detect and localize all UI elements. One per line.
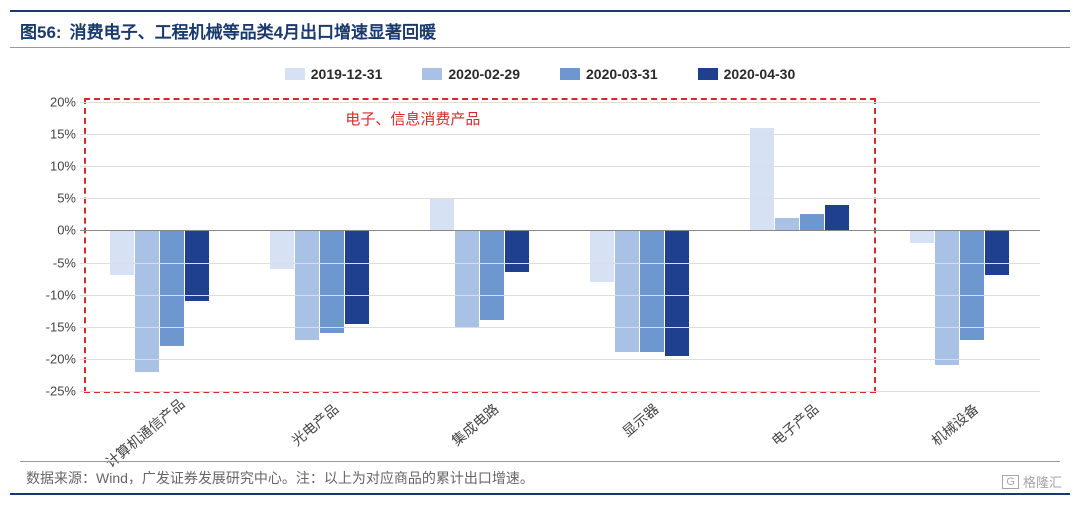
bar [295,230,319,339]
legend-item: 2020-02-29 [422,66,520,82]
bar [590,230,614,281]
legend-label: 2019-12-31 [311,66,383,82]
gridline [80,391,1040,392]
title-row: 图56: 消费电子、工程机械等品类4月出口增速显著回暖 [10,12,1070,48]
bar [800,214,824,230]
gridline [80,166,1040,167]
bar [430,198,454,230]
y-tick-label: -20% [32,351,76,366]
y-tick-label: 20% [32,95,76,110]
bar [505,230,529,272]
gridline [80,295,1040,296]
legend-swatch [285,68,305,80]
legend-label: 2020-02-29 [448,66,520,82]
bar [935,230,959,365]
legend-item: 2020-04-30 [698,66,796,82]
y-tick-label: -15% [32,319,76,334]
watermark: G 格隆汇 [1002,472,1062,491]
y-tick-label: -10% [32,287,76,302]
bar [640,230,664,352]
legend-item: 2020-03-31 [560,66,658,82]
chart-area: 2019-12-31 2020-02-29 2020-03-31 2020-04-30… [20,54,1060,453]
legend-item: 2019-12-31 [285,66,383,82]
bar [910,230,934,243]
figure-number: 图56: [20,18,62,43]
y-tick-label: -25% [32,384,76,399]
legend-label: 2020-03-31 [586,66,658,82]
legend-swatch [698,68,718,80]
watermark-icon: G [1002,475,1019,489]
bar [160,230,184,346]
source-footer: 数据来源：Wind，广发证券发展研究中心。注：以上为对应商品的累计出口增速。 [20,461,1060,488]
bars-layer [80,102,1040,391]
bar [665,230,689,355]
bar [320,230,344,333]
gridline [80,198,1040,199]
bar [455,230,479,326]
y-tick-label: 15% [32,127,76,142]
legend: 2019-12-31 2020-02-29 2020-03-31 2020-04-30 [20,66,1060,82]
legend-swatch [560,68,580,80]
gridline [80,327,1040,328]
bar [775,218,799,231]
bar [110,230,134,275]
source-text: 数据来源：Wind，广发证券发展研究中心。注：以上为对应商品的累计出口增速。 [26,470,534,486]
gridline [80,134,1040,135]
bar [825,205,849,231]
bar [480,230,504,320]
y-tick-label: 10% [32,159,76,174]
bar [615,230,639,352]
bar [135,230,159,371]
bar [345,230,369,323]
watermark-text: 格隆汇 [1023,472,1062,491]
gridline [80,230,1040,231]
legend-label: 2020-04-30 [724,66,796,82]
annotation-text: 电子、信息消费产品 [345,108,480,129]
figure-title: 消费电子、工程机械等品类4月出口增速显著回暖 [70,18,436,43]
y-tick-label: -5% [32,255,76,270]
bar [750,128,774,231]
gridline [80,102,1040,103]
gridline [80,359,1040,360]
y-tick-label: 0% [32,223,76,238]
bar [985,230,1009,275]
bar [960,230,984,339]
chart-frame: 图56: 消费电子、工程机械等品类4月出口增速显著回暖 2019-12-3120… [10,10,1070,495]
legend-swatch [422,68,442,80]
plot-area: 电子、信息消费产品 -25%-20%-15%-10%-5%0%5%10%15%2… [80,102,1040,391]
bar [185,230,209,301]
y-tick-label: 5% [32,191,76,206]
gridline [80,263,1040,264]
